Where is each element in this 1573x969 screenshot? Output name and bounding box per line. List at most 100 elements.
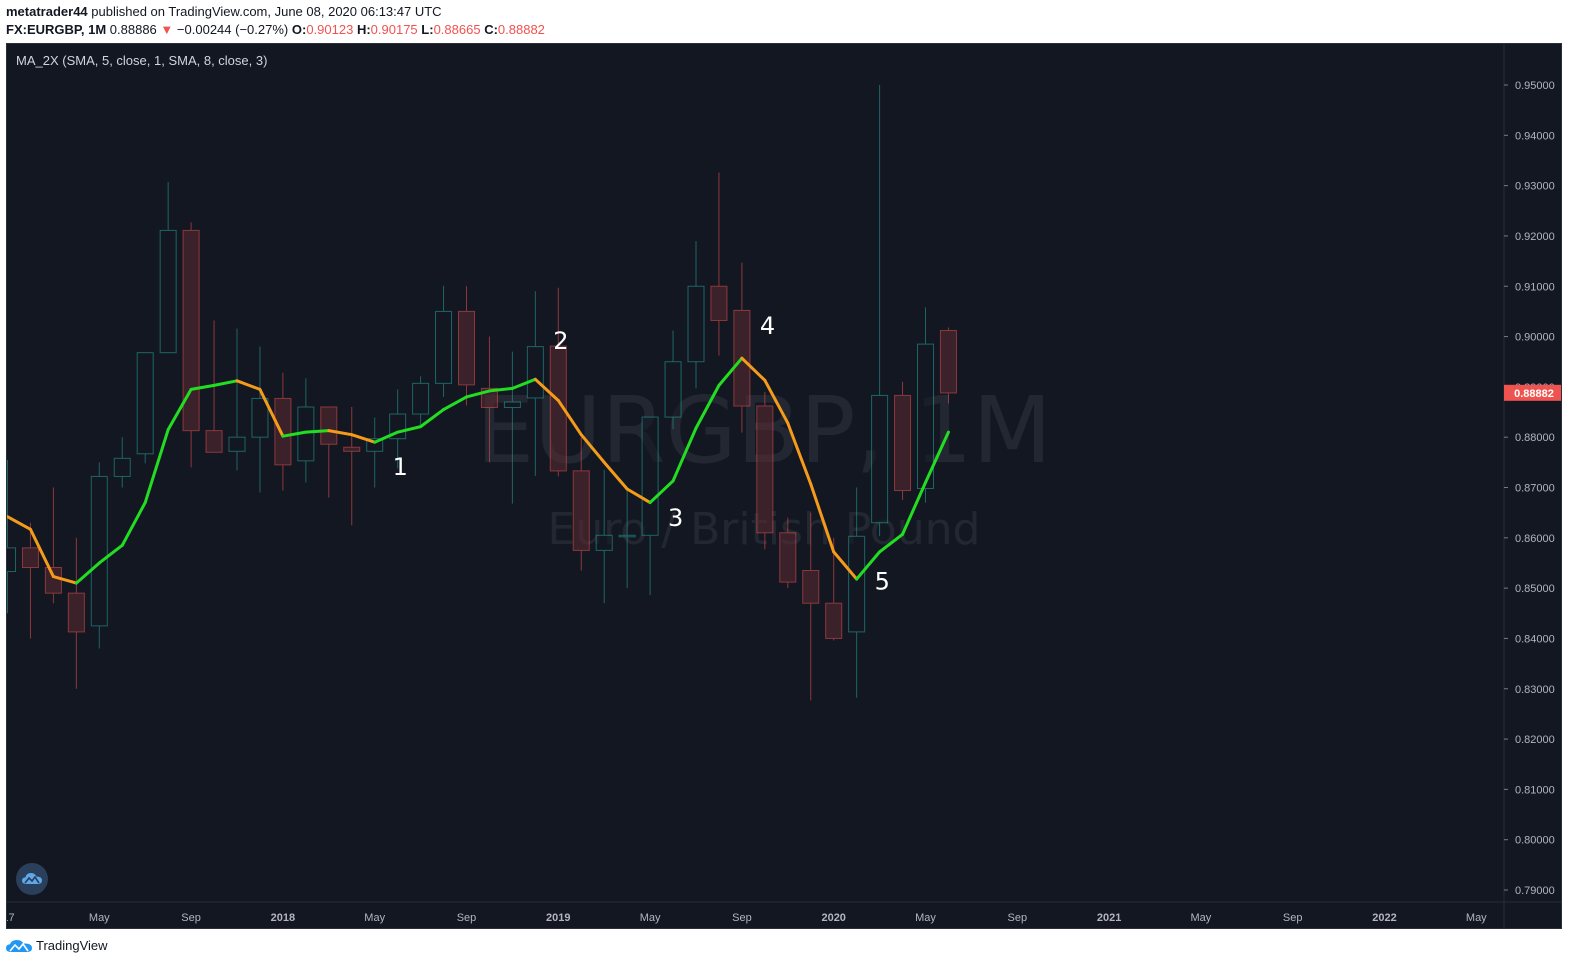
ma-segment	[579, 433, 606, 464]
candle	[90, 462, 108, 649]
wave-annotations: 1 2 3 4 5	[393, 312, 890, 596]
candle	[687, 240, 705, 389]
ma-segment	[671, 426, 698, 483]
close-value: 0.88882	[497, 22, 545, 37]
candle-body-down	[939, 330, 957, 394]
candle-body-down	[549, 345, 567, 472]
footer-logo[interactable]: TradingView	[6, 938, 108, 953]
ma-segment	[7, 515, 32, 531]
candle-body-up	[228, 436, 246, 452]
candle-body-up	[618, 534, 636, 538]
ma-segment	[97, 543, 124, 565]
high-value: 0.90175	[370, 22, 418, 37]
price-axis-label: 0.87000	[1515, 483, 1555, 495]
open-value: 0.90123	[306, 22, 354, 37]
publish-info: metatrader44 published on TradingView.co…	[6, 4, 442, 19]
price-axis-label: 0.90000	[1515, 332, 1555, 344]
candle	[871, 85, 889, 537]
wave-label: 1	[393, 453, 408, 481]
candle-body-up	[595, 534, 613, 551]
ma-segment	[809, 482, 836, 554]
ma-segment	[878, 532, 905, 554]
ma-segment	[510, 377, 537, 390]
price-axis-label: 0.80000	[1515, 835, 1555, 847]
candle-body-down	[205, 430, 223, 453]
published-text: published on TradingView.com, June 08, 2…	[91, 4, 442, 19]
ma-segment	[625, 487, 652, 505]
change-arrow-icon: ▼	[160, 22, 174, 37]
time-axis-label: Sep	[732, 912, 752, 924]
candle-body-up	[526, 346, 544, 399]
candle-body-up	[159, 229, 177, 354]
ma-segment	[235, 379, 262, 391]
time-axis-label: 2022	[1372, 912, 1396, 924]
low-value: 0.88665	[433, 22, 481, 37]
candle	[7, 459, 16, 614]
candle-body-up	[503, 401, 521, 409]
ma-segment	[832, 550, 859, 581]
ma-segment	[51, 575, 78, 585]
ma-segment	[373, 430, 400, 444]
candle-body-up	[251, 397, 269, 438]
ma-segment	[189, 383, 216, 391]
candle-body-up	[7, 547, 16, 573]
high-label: H:	[356, 22, 371, 37]
time-axis-label: Sep	[181, 912, 201, 924]
ma-segment	[694, 383, 721, 430]
candle-body-down	[458, 310, 475, 386]
price-axis-label: 0.91000	[1515, 281, 1555, 293]
price-axis-label: 0.92000	[1515, 231, 1555, 243]
candle	[894, 381, 912, 501]
candle-body-down	[274, 397, 292, 466]
wave-label: 2	[553, 327, 568, 355]
price-axis-label: 0.79000	[1515, 885, 1555, 897]
ma-segment	[166, 387, 193, 432]
candle-body-down	[779, 532, 797, 583]
price-axis-label: 0.86000	[1515, 533, 1555, 545]
indicator-label[interactable]: MA_2X (SMA, 5, close, 1, SMA, 8, close, …	[16, 53, 268, 68]
price-axis-label: 0.82000	[1515, 734, 1555, 746]
price-axis-label: 0.81000	[1515, 784, 1555, 796]
candle	[503, 351, 521, 504]
author-name[interactable]: metatrader44	[6, 4, 88, 19]
ma-segment	[740, 356, 767, 382]
ma-segment	[212, 379, 239, 387]
candle-body-down	[44, 566, 62, 594]
ma-segment	[28, 527, 55, 579]
time-axis[interactable]: '17 May Sep 2018 May Sep 2019 May Sep 2020 May Sep 2…	[7, 912, 1487, 924]
ma-segment	[281, 430, 308, 438]
ma-segment	[901, 480, 927, 536]
ma-segment	[143, 428, 170, 505]
price-axis-label: 0.95000	[1515, 80, 1555, 92]
ma-segment	[786, 421, 813, 486]
candle-body-down	[182, 229, 200, 432]
price-axis[interactable]: 0.95000 0.94000 0.93000 0.92000 0.91000 0.900…	[1504, 80, 1555, 897]
candle	[756, 391, 774, 550]
candle	[825, 537, 843, 641]
low-label: L:	[421, 22, 434, 37]
symbol-label[interactable]: FX:EURGBP, 1M	[6, 22, 107, 37]
ma-segment	[602, 460, 629, 491]
candle	[526, 291, 544, 476]
candle	[595, 469, 613, 604]
candle-body-up	[435, 310, 453, 384]
candle	[228, 328, 246, 471]
time-axis-label: 2018	[271, 912, 295, 924]
candle	[251, 346, 269, 493]
time-axis-label: May	[364, 912, 385, 924]
ma-segment	[442, 395, 468, 412]
candles-layer	[7, 85, 957, 701]
ma-segment	[465, 389, 491, 399]
candle	[159, 182, 177, 354]
candle-body-up	[113, 457, 131, 477]
candle-body-up	[412, 382, 430, 415]
candle	[458, 286, 475, 406]
candle-body-up	[848, 535, 866, 633]
footer-brand-text: TradingView	[36, 938, 108, 953]
candle-body-up	[871, 394, 889, 524]
candle	[67, 537, 85, 689]
tradingview-cloud-icon[interactable]	[16, 863, 48, 895]
candle	[618, 487, 636, 589]
